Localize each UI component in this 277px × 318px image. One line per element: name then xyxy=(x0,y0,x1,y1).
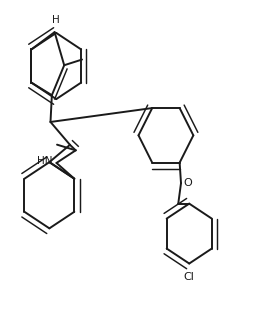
Text: HN: HN xyxy=(37,156,52,166)
Text: Cl: Cl xyxy=(184,272,195,282)
Text: H: H xyxy=(52,15,60,25)
Text: O: O xyxy=(183,178,192,188)
